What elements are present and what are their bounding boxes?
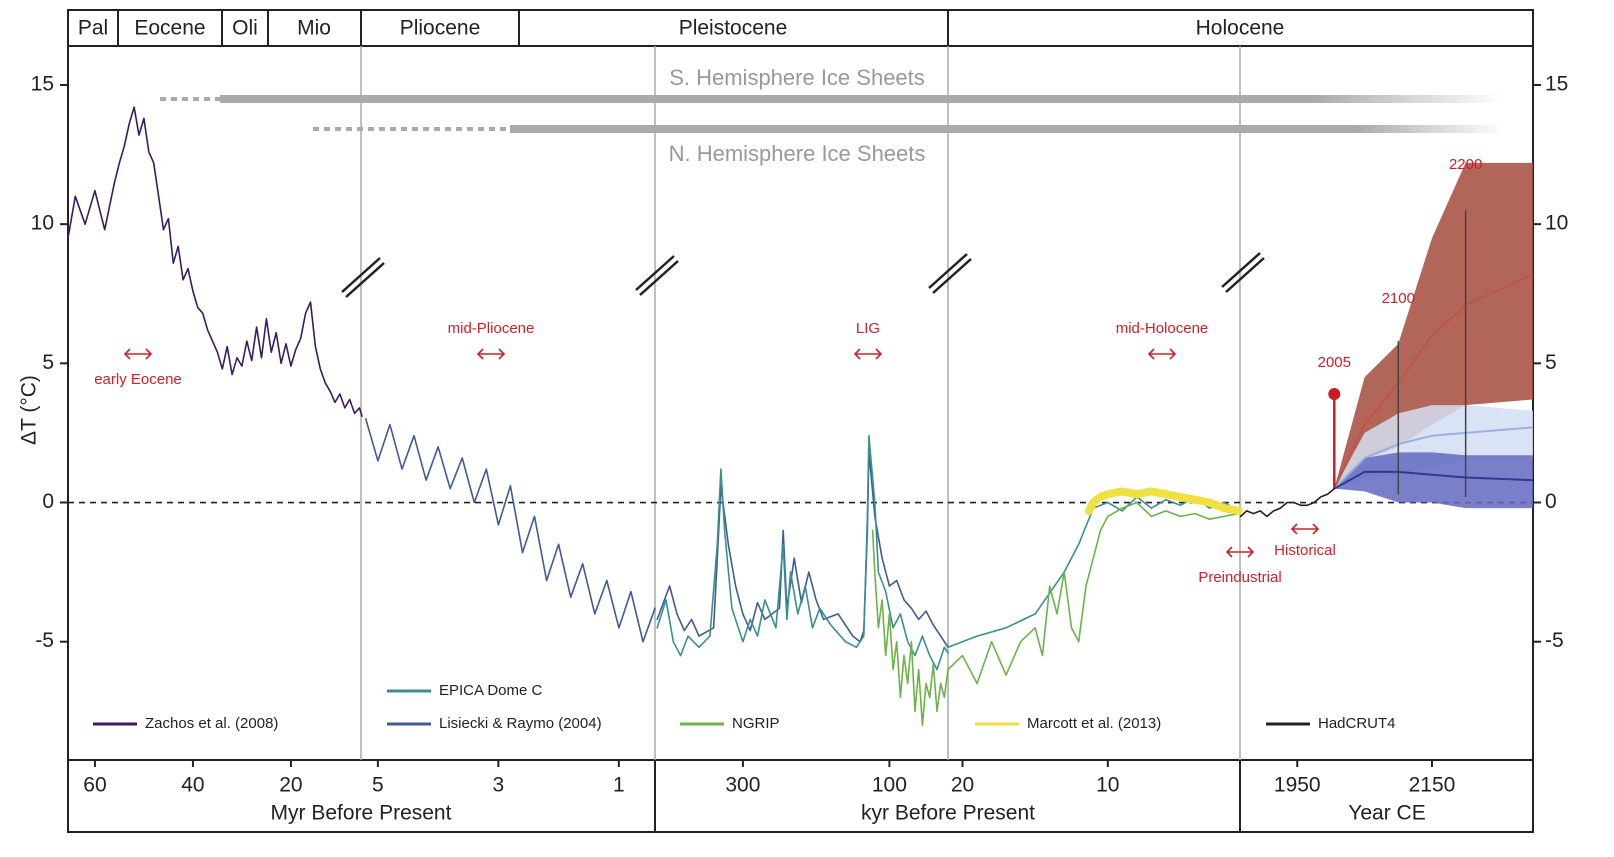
x-tick-label: 1950 (1274, 774, 1321, 797)
event-marker (1328, 387, 1341, 400)
event-label: 2100 (1382, 290, 1415, 307)
range-arrow (123, 348, 153, 360)
x-tick-label: 5 (372, 774, 384, 797)
y2-tick-label: 10 (1545, 212, 1568, 235)
x-tick-label: 100 (872, 774, 907, 797)
legend-label: Zachos et al. (2008) (145, 715, 278, 732)
epoch-label: Pliocene (400, 17, 481, 40)
projection-band (1334, 162, 1533, 489)
annotation: S. Hemisphere Ice Sheets (669, 65, 925, 90)
annotation: mid-Pliocene (448, 320, 535, 337)
x-tick-label: 3 (493, 774, 505, 797)
annotation: Historical (1274, 542, 1336, 559)
event-label: 2005 (1318, 354, 1351, 371)
series-line (67, 106, 363, 417)
x-axis-label: kyr Before Present (861, 802, 1035, 825)
event-label: 2200 (1449, 156, 1482, 173)
epoch-label: Pleistocene (679, 17, 788, 40)
y2-tick-label: 15 (1545, 73, 1568, 96)
x-tick-label: 20 (279, 774, 302, 797)
x-tick-label: 300 (725, 774, 760, 797)
y-tick-label: 5 (42, 351, 54, 374)
x-tick-label: 40 (181, 774, 204, 797)
x-tick-label: 60 (83, 774, 106, 797)
range-arrow (1290, 523, 1320, 535)
axis-breaks (341, 252, 1265, 298)
y-axis-label: ΔT (°C) (18, 375, 41, 445)
y2-tick-label: -5 (1545, 629, 1564, 652)
legend-label: HadCRUT4 (1318, 715, 1396, 732)
series-line (871, 529, 949, 726)
y-tick-label: 10 (31, 212, 54, 235)
x-axis-label: Year CE (1348, 802, 1425, 825)
annotation: N. Hemisphere Ice Sheets (669, 141, 926, 166)
projection-median (1333, 273, 1534, 490)
series-line (1239, 487, 1336, 518)
series-line (656, 451, 949, 649)
annotation: LIG (856, 320, 880, 337)
x-axis-band (67, 759, 1534, 833)
range-arrow (476, 348, 506, 360)
epoch-dividers (117, 10, 1241, 832)
series-line (365, 418, 656, 643)
x-tick-label: 20 (951, 774, 974, 797)
x-axis-label: Myr Before Present (271, 802, 452, 825)
epoch-label: Oli (232, 17, 258, 40)
x-tick-label: 10 (1096, 774, 1119, 797)
x-tick-label: 2150 (1409, 774, 1456, 797)
annotation: Preindustrial (1198, 569, 1281, 586)
y2-tick-label: 5 (1545, 351, 1557, 374)
epoch-label: Holocene (1196, 17, 1285, 40)
series-line (947, 501, 1240, 685)
series-line (656, 434, 949, 671)
legend-label: NGRIP (732, 715, 780, 732)
y-tick-label: -5 (35, 629, 54, 652)
projection-median (1333, 470, 1534, 490)
projection-band (1334, 452, 1533, 509)
epoch-label: Eocene (134, 17, 205, 40)
range-arrow (1225, 546, 1255, 558)
range-arrow (1147, 348, 1177, 360)
y2-tick-label: 0 (1545, 490, 1557, 513)
panel-dividers (360, 46, 1241, 760)
legend-label: Marcott et al. (2013) (1027, 715, 1161, 732)
y-tick-label: 15 (31, 73, 54, 96)
series-line (947, 496, 1240, 649)
legend-label: EPICA Dome C (439, 682, 543, 699)
annotation: early Eocene (94, 371, 182, 388)
projection-median (1333, 426, 1534, 490)
y-tick-label: 0 (42, 490, 54, 513)
legend-label: Lisiecki & Raymo (2004) (439, 715, 602, 732)
ice-sheet-bars (160, 95, 1505, 133)
series-line (1084, 487, 1243, 515)
x-tick-label: 1 (613, 774, 625, 797)
epoch-label: Mio (297, 17, 331, 40)
epoch-band (67, 9, 1534, 47)
annotation: mid-Holocene (1116, 320, 1209, 337)
range-arrow (853, 348, 883, 360)
epoch-label: Pal (78, 17, 108, 40)
